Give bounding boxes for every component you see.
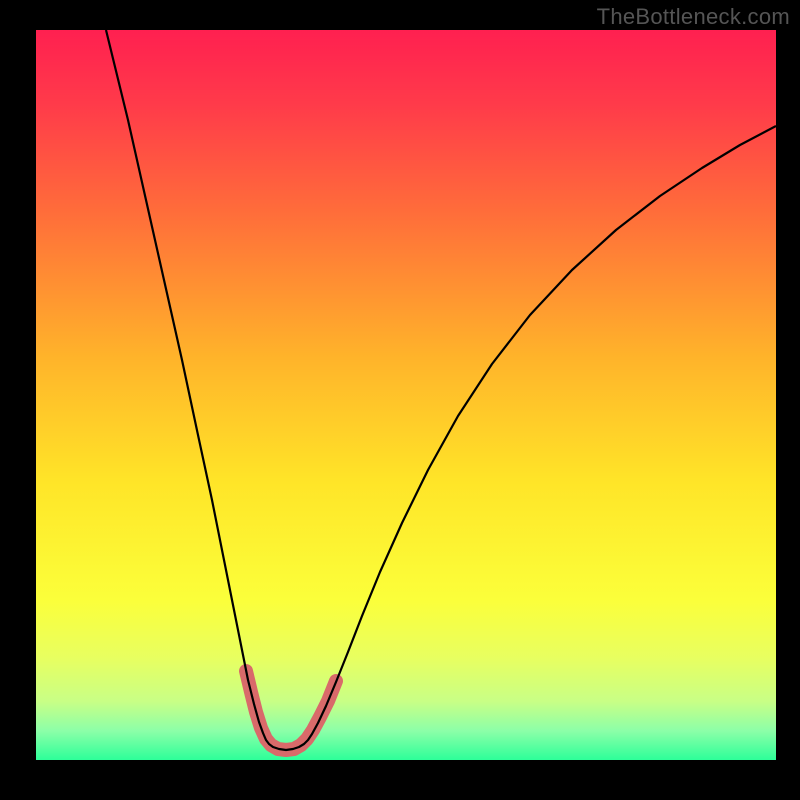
watermark-text: TheBottleneck.com (597, 4, 790, 30)
curve-layer (36, 30, 776, 760)
highlight-segment (246, 671, 336, 750)
main-curve (106, 30, 776, 750)
plot-area (36, 30, 776, 760)
